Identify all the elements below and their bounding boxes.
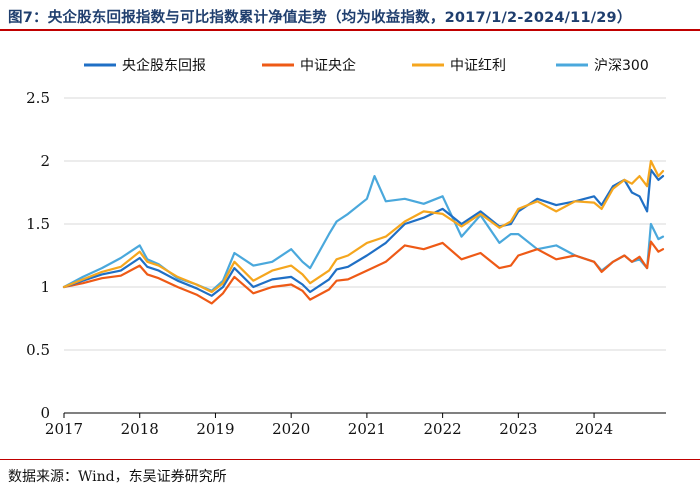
legend-label-3: 沪深300: [594, 58, 649, 74]
footer-rule: [0, 459, 700, 460]
x-tick-label: 2024: [575, 420, 613, 438]
x-tick-label: 2018: [121, 420, 159, 438]
line-chart: 0 0.5 1 1.5 2 2.5 2017 2018 2019 2020 2021 2022 2023…: [26, 57, 666, 438]
chart-legend: 央企股东回报 中证央企 中证红利 沪深300: [84, 57, 649, 74]
x-tick-label: 2021: [348, 420, 386, 438]
x-tick-label: 2017: [45, 420, 83, 438]
source-note: 数据来源：Wind，东吴证券研究所: [8, 469, 227, 485]
series-layer: [62, 159, 665, 305]
y-tick-label: 0: [40, 404, 50, 422]
legend-label-0: 央企股东回报: [122, 57, 206, 74]
y-tick-label: 0.5: [26, 341, 50, 359]
y-tick-label: 2.5: [26, 89, 50, 107]
series-line-3: [62, 175, 665, 292]
legend-label-1: 中证央企: [300, 57, 356, 74]
grid-layer: [64, 97, 666, 351]
x-tick-label: 2020: [272, 420, 310, 438]
x-tick-label: 2019: [196, 420, 234, 438]
figure-title: 图7：央企股东回报指数与可比指数累计净值走势（均为收益指数，2017/1/2-2…: [8, 10, 632, 26]
x-tick-label: 2022: [424, 420, 462, 438]
axis-layer: 0 0.5 1 1.5 2 2.5 2017 2018 2019 2020 2021 2022 2023…: [26, 89, 666, 438]
y-tick-label: 1: [40, 278, 50, 296]
y-tick-label: 1.5: [26, 215, 50, 233]
series-line-0: [62, 168, 665, 297]
series-line-2: [62, 159, 665, 294]
legend-label-2: 中证红利: [450, 58, 506, 74]
x-tick-label: 2023: [499, 420, 537, 438]
y-tick-label: 2: [40, 152, 50, 170]
series-line-1: [62, 240, 665, 305]
title-rule: [0, 29, 700, 31]
